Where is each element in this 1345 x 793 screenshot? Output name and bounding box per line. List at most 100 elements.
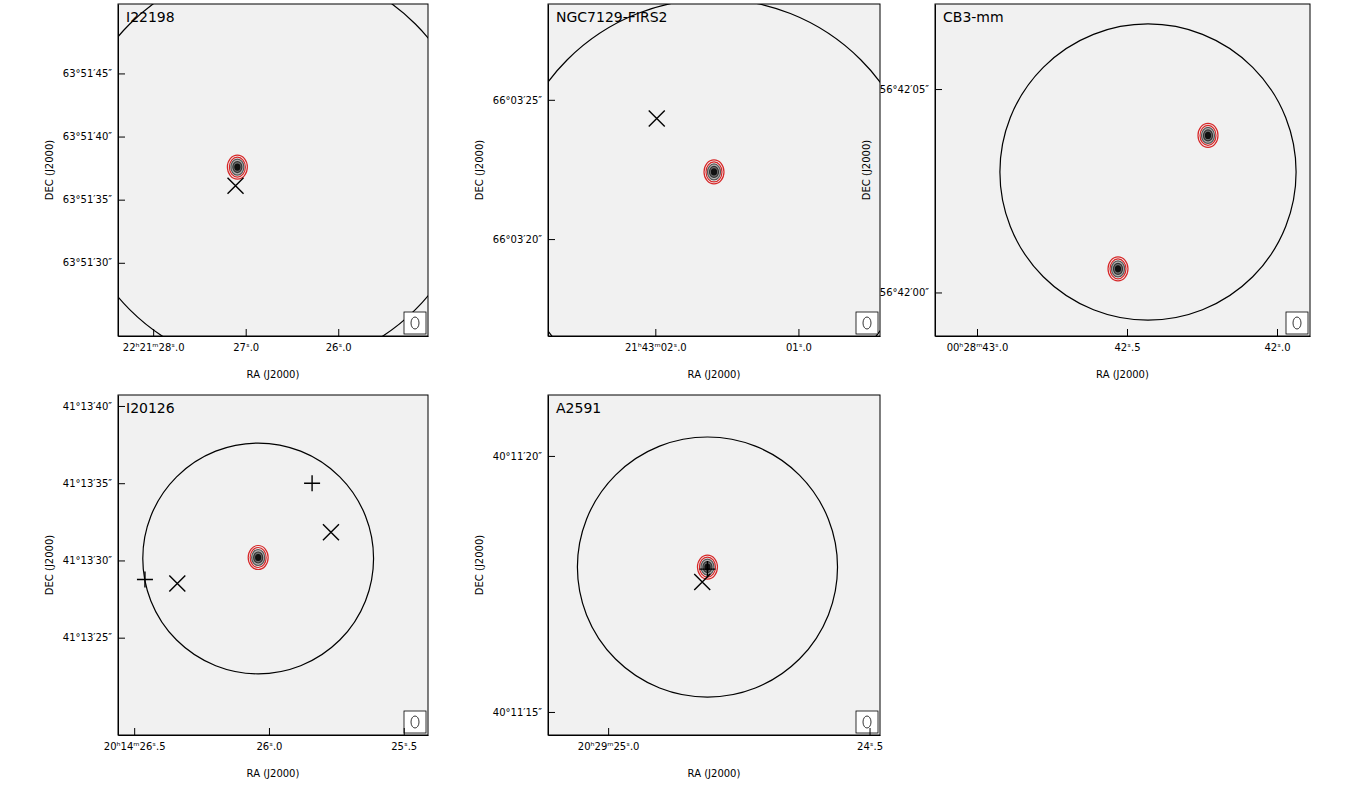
tick-label: 24ˢ.5 [857,741,883,752]
contour-level [712,169,717,175]
tick: 41°13′25″ [63,632,125,643]
tick-mark [870,728,871,735]
tick: 56°42′00″ [880,287,942,298]
x-axis-title: RA (J2000) [688,768,741,779]
contour-level [1198,123,1218,147]
tick-mark [118,200,125,201]
tick-mark [404,728,405,735]
beam [411,716,419,728]
contour-level [227,155,247,179]
contour-level [704,160,724,184]
contour-level [1200,125,1216,145]
primary-beam [548,4,880,336]
tick-label: 25ˢ.5 [391,741,417,752]
tick-label: 22ʰ21ᵐ28ˢ.0 [123,342,185,353]
tick-label: 27ˢ.0 [233,342,259,353]
contour-level [710,166,719,177]
tick-label: 42ˢ.5 [1115,342,1141,353]
contour-level [233,162,242,173]
tick: 24ˢ.5 [857,728,883,752]
tick-label: 63°51′30″ [63,257,112,268]
tick: 20ʰ29ᵐ25ˢ.0 [578,728,640,752]
tick-mark [655,329,656,336]
tick-mark [269,728,270,735]
y-axis-title: DEC (J2000) [474,140,485,200]
tick-mark [977,329,978,336]
tick-label: 66°03′20″ [493,234,542,245]
tick: 26ˢ.0 [326,329,352,353]
axis-line [549,735,881,736]
tick-label: 56°42′05″ [880,84,929,95]
y-axis-title: DEC (J2000) [861,140,872,200]
tick-label: 00ʰ28ᵐ43ˢ.0 [947,342,1009,353]
tick: 42ˢ.5 [1115,329,1141,353]
tick-mark [118,406,125,407]
y-axis: 66°03′25″ 66°03′20″ [493,5,555,337]
panel-title: I22198 [126,9,175,25]
tick-mark [935,89,942,90]
contour-level [256,555,261,561]
tick-label: 26ˢ.0 [326,342,352,353]
tick-mark [548,100,555,101]
plus-marker [699,561,715,577]
contour-level [1116,266,1121,272]
figure: 22ʰ21ᵐ28ˢ.0 27ˢ.0 26ˢ.0 63°51′45″63°51′40″6… [0,0,1345,793]
axis-line [549,336,881,337]
tick-mark [118,560,125,561]
source [1108,257,1128,281]
plot-frame [118,4,428,336]
tick-label: 26ˢ.0 [256,741,282,752]
marks [118,4,428,336]
tick-label: 56°42′00″ [880,287,929,298]
cross-marker [323,524,339,540]
beam-box [856,711,878,733]
tick-label: 20ʰ29ᵐ25ˢ.0 [578,741,640,752]
tick: 22ʰ21ᵐ28ˢ.0 [123,329,185,353]
tick-label: 41°13′40″ [63,401,112,412]
tick: 01ˢ.0 [786,329,812,353]
contour-level [1202,127,1215,143]
y-axis-title: DEC (J2000) [474,535,485,595]
plot-background [118,4,428,336]
primary-beam [143,443,374,674]
source [697,555,717,579]
source [1198,123,1218,147]
x-axis-title: RA (J2000) [688,369,741,380]
tick: 27ˢ.0 [233,329,259,353]
panel: 00ʰ28ᵐ43ˢ.042ˢ.542ˢ.056°42′05″56°42′00″C… [861,4,1311,380]
tick-label: 63°51′40″ [63,131,112,142]
plot-background [548,4,880,336]
tick-label: 42ˢ.0 [1265,342,1291,353]
tick-mark [134,728,135,735]
tick-mark [118,483,125,484]
tick-mark [608,728,609,735]
marks [1000,24,1296,320]
contour-level [254,552,263,563]
tick: 66°03′25″ [493,95,555,106]
contour-level [708,164,721,180]
tick: 00ʰ28ᵐ43ˢ.0 [947,329,1009,353]
panel: 20ʰ14ᵐ26ˢ.526ˢ.025ˢ.541°13′40″41°13′35″4… [44,395,429,779]
x-axis: 21ʰ43ᵐ02ˢ.001ˢ.0 [549,329,881,353]
beam-box [856,312,878,334]
panel: 21ʰ43ᵐ02ˢ.001ˢ.066°03′25″66°03′20″NGC712… [474,0,922,414]
plot-frame [118,395,428,735]
tick-mark [1127,329,1128,336]
y-axis: 56°42′05″ 56°42′00″ [880,5,942,337]
tick-label: 40°11′15″ [493,707,542,718]
primary-beam [577,437,837,697]
cross-marker [649,110,665,126]
tick-label: 40°11′20″ [493,451,542,462]
tick: 41°13′35″ [63,478,125,489]
cross-marker [228,178,244,194]
tick-mark [118,263,125,264]
beam [1293,317,1301,329]
y-axis: 63°51′45″63°51′40″63°51′35″63°51′30″ [63,5,125,337]
source [227,155,247,179]
tick-mark [548,712,555,713]
tick: 63°51′30″ [63,257,125,268]
contour-level [248,546,268,570]
marks [577,437,837,697]
tick-mark [118,73,125,74]
tick-label: 66°03′25″ [493,95,542,106]
